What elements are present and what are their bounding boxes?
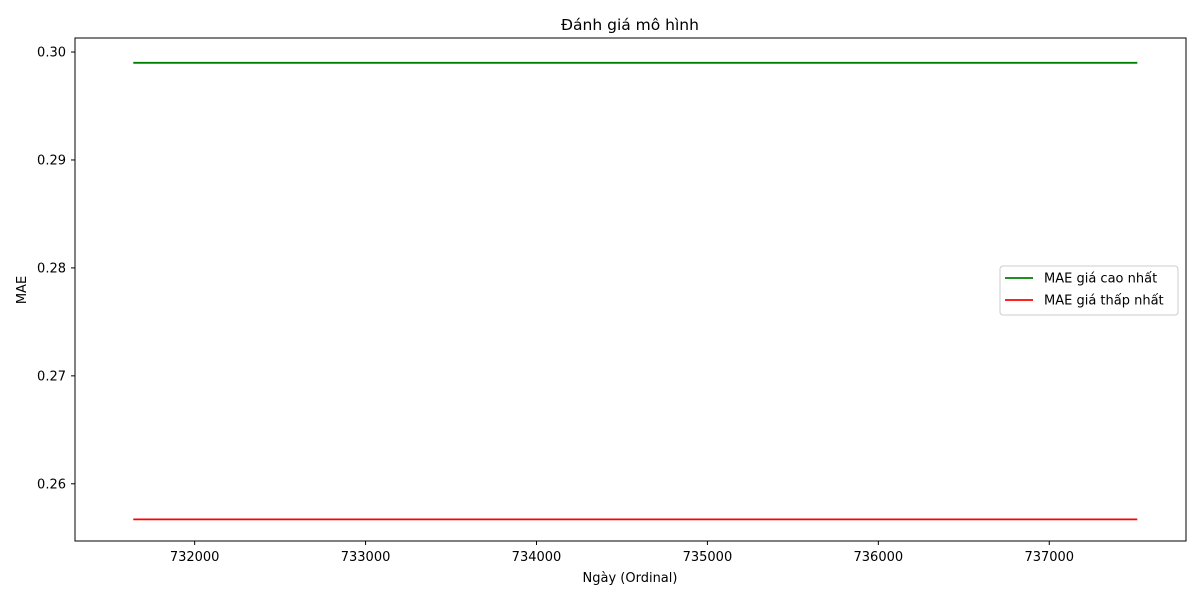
x-axis-label: Ngày (Ordinal) (583, 571, 678, 586)
y-tick-label: 0.27 (37, 369, 66, 384)
legend-label-2: MAE giá thấp nhất (1044, 294, 1164, 309)
legend-label-1: MAE giá cao nhất (1044, 272, 1157, 287)
x-tick-label: 735000 (683, 550, 733, 565)
y-tick-label: 0.30 (37, 46, 66, 61)
plot-area (133, 61, 1138, 521)
y-tick-label: 0.29 (37, 153, 66, 168)
x-tick-label: 734000 (512, 550, 562, 565)
y-tick-label: 0.26 (37, 477, 66, 492)
x-tick-label: 737000 (1024, 550, 1074, 565)
y-axis-label: MAE (15, 276, 30, 304)
plot-frame (74, 37, 1187, 542)
y-tick-label: 0.28 (37, 261, 66, 276)
axes: 732000 733000 734000 735000 736000 737000 0.26… (37, 46, 1074, 565)
legend: MAE giá cao nhất MAE giá thấp nhất (999, 265, 1179, 316)
legend-box (999, 265, 1179, 316)
x-tick-label: 733000 (341, 550, 391, 565)
chart-title: Đánh giá mô hình (561, 16, 699, 34)
x-tick-label: 732000 (170, 550, 220, 565)
x-tick-label: 736000 (854, 550, 904, 565)
